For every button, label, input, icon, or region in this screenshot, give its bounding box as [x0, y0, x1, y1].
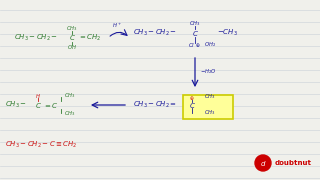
Text: $H^+$: $H^+$	[112, 22, 122, 30]
Text: $OH_2$: $OH_2$	[204, 40, 216, 50]
Text: $\oplus$: $\oplus$	[189, 94, 195, 102]
Text: $- CH_3$: $- CH_3$	[217, 28, 238, 38]
Circle shape	[255, 155, 271, 171]
Text: $d$: $d$	[260, 159, 266, 168]
Text: $CH_3 - CH_2 - C \equiv CH_2$: $CH_3 - CH_2 - C \equiv CH_2$	[5, 140, 77, 150]
Text: $\oplus$: $\oplus$	[195, 41, 201, 49]
Text: $CH_3$: $CH_3$	[204, 109, 216, 118]
Text: $CH_3$: $CH_3$	[64, 110, 76, 118]
Text: $C$: $C$	[188, 100, 196, 109]
Text: $= CH_2$: $= CH_2$	[78, 33, 101, 43]
Bar	[183, 95, 233, 119]
Text: $H$: $H$	[35, 92, 41, 100]
Text: $CH_3$: $CH_3$	[204, 93, 216, 102]
Text: $C$: $C$	[68, 33, 76, 42]
Text: $C$: $C$	[192, 28, 198, 37]
Text: $CH_3 -$: $CH_3 -$	[5, 100, 27, 110]
Text: $CH_3 - CH_2 =$: $CH_3 - CH_2 =$	[133, 100, 177, 110]
Text: $CH_3$: $CH_3$	[66, 24, 78, 33]
Text: $CH_3 - CH_2 -$: $CH_3 - CH_2 -$	[14, 33, 58, 43]
Text: doubtnut: doubtnut	[275, 160, 312, 166]
Text: $-H_2O$: $-H_2O$	[200, 68, 217, 76]
Text: $C$: $C$	[35, 100, 41, 109]
Text: $Cl$: $Cl$	[188, 41, 196, 49]
Text: $CH_3 - CH_2 -$: $CH_3 - CH_2 -$	[133, 28, 177, 38]
Text: $= C$: $= C$	[43, 100, 59, 109]
Text: $CH_3$: $CH_3$	[189, 20, 201, 28]
Text: $OH$: $OH$	[67, 43, 77, 51]
Text: $CH_3$: $CH_3$	[64, 92, 76, 100]
